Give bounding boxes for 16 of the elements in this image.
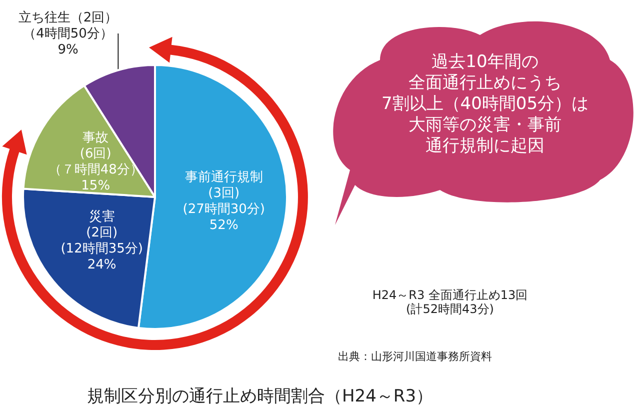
- text: 過去10年間の: [430, 52, 540, 72]
- slice-label: 災害 (2回) (12時間35分): [60, 208, 143, 256]
- slice-label: 事故 (6回) （７時間48分）: [48, 130, 143, 178]
- text: H24～R3 全面通行止め13回 (計52時間43分): [371, 288, 529, 317]
- data-label: 9%: [58, 42, 78, 58]
- text: 規制区分別の通行止め時間割合（H24～R3）: [86, 386, 434, 406]
- text: 7割以上（40時間05分）は: [380, 94, 590, 114]
- source-note: 出典：山形河川国道事務所資料: [337, 350, 493, 364]
- data-label: 15%: [81, 178, 110, 194]
- text: 通行規制に起因: [424, 136, 546, 156]
- text: 全面通行止めにうち: [408, 73, 562, 94]
- slice-label: 事前通行規制 (3回) (27時間30分): [182, 170, 265, 217]
- slice-label: 立ち往生（2回）（4時間50分）: [18, 10, 118, 42]
- data-label: 24%: [87, 257, 116, 272]
- text: 大雨等の災害・事前: [408, 115, 562, 136]
- data-label: 52%: [209, 218, 238, 233]
